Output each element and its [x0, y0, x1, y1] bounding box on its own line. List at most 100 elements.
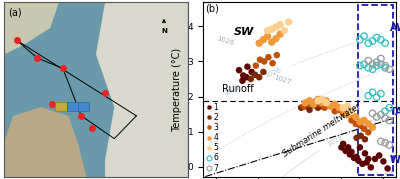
- Point: [362, 138, 368, 141]
- Point: [365, 94, 372, 97]
- Polygon shape: [4, 2, 59, 54]
- Point: [374, 61, 380, 64]
- Point: [369, 63, 376, 66]
- Point: [386, 106, 392, 109]
- Point: [365, 42, 372, 45]
- Point: [372, 158, 378, 160]
- Point: [313, 99, 320, 102]
- Point: [376, 154, 382, 157]
- Y-axis label: Temperature (°C): Temperature (°C): [172, 47, 182, 132]
- Point: [352, 115, 359, 118]
- Point: [378, 140, 384, 143]
- Point: [260, 38, 266, 41]
- Point: [361, 119, 367, 122]
- Text: 1028: 1028: [326, 134, 345, 148]
- Point: [374, 36, 380, 39]
- Point: [261, 60, 268, 63]
- Point: [332, 110, 338, 113]
- Point: [305, 101, 311, 104]
- Text: TAW: TAW: [390, 107, 400, 117]
- Point: [368, 166, 374, 169]
- Point: [355, 159, 362, 162]
- Point: [340, 106, 346, 109]
- Bar: [56, 102, 66, 111]
- Point: [348, 151, 355, 153]
- Point: [348, 110, 355, 113]
- Point: [351, 156, 357, 159]
- Point: [274, 54, 280, 57]
- Point: [365, 158, 372, 160]
- Point: [298, 106, 304, 109]
- Point: [323, 101, 330, 104]
- Point: [306, 108, 313, 111]
- Point: [382, 64, 388, 67]
- Point: [358, 134, 364, 137]
- Point: [365, 59, 372, 62]
- Point: [374, 64, 380, 67]
- Point: [260, 71, 266, 73]
- Text: AW: AW: [390, 23, 400, 33]
- Point: [236, 69, 242, 72]
- Point: [357, 124, 363, 127]
- Point: [357, 38, 363, 41]
- Point: [386, 119, 392, 122]
- Text: (b): (b): [205, 4, 219, 14]
- Point: [264, 35, 271, 38]
- Point: [256, 76, 262, 79]
- Point: [369, 91, 376, 94]
- Point: [365, 122, 372, 125]
- Point: [340, 112, 346, 115]
- Point: [322, 106, 328, 109]
- Point: [348, 119, 355, 122]
- Point: [248, 78, 254, 80]
- Point: [277, 33, 283, 35]
- Point: [239, 79, 246, 82]
- Point: [344, 105, 350, 108]
- Point: [270, 62, 276, 65]
- Point: [378, 57, 384, 60]
- Text: 1026: 1026: [224, 84, 242, 96]
- Point: [344, 113, 350, 116]
- Point: [369, 112, 376, 115]
- Point: [359, 163, 366, 165]
- Text: SW: SW: [234, 27, 254, 37]
- Point: [281, 29, 288, 32]
- Text: 1027: 1027: [273, 74, 292, 85]
- Point: [315, 106, 321, 109]
- Point: [378, 38, 384, 41]
- Point: [382, 110, 388, 113]
- Point: [338, 146, 345, 149]
- Point: [302, 105, 308, 108]
- Point: [347, 153, 353, 156]
- Point: [345, 146, 351, 149]
- Point: [361, 35, 367, 38]
- Point: [244, 65, 251, 68]
- Point: [380, 160, 387, 163]
- Point: [277, 23, 283, 26]
- Point: [336, 106, 342, 109]
- Point: [369, 126, 376, 129]
- Text: 1029: 1029: [377, 168, 395, 179]
- Point: [382, 117, 388, 120]
- Point: [300, 105, 307, 108]
- Point: [369, 68, 376, 71]
- Point: [348, 112, 355, 115]
- Point: [382, 66, 388, 69]
- Point: [352, 122, 359, 125]
- Point: [386, 68, 392, 71]
- Point: [357, 64, 363, 67]
- Point: [265, 56, 272, 59]
- Point: [319, 105, 325, 108]
- Bar: [358, 5, 394, 175]
- Point: [374, 115, 380, 118]
- Point: [384, 167, 391, 170]
- Point: [365, 131, 372, 134]
- Point: [319, 101, 325, 104]
- Point: [240, 74, 246, 77]
- Point: [382, 42, 388, 45]
- Point: [353, 155, 360, 158]
- Point: [378, 63, 384, 66]
- Point: [285, 21, 292, 24]
- Point: [268, 41, 275, 43]
- Point: [340, 108, 346, 111]
